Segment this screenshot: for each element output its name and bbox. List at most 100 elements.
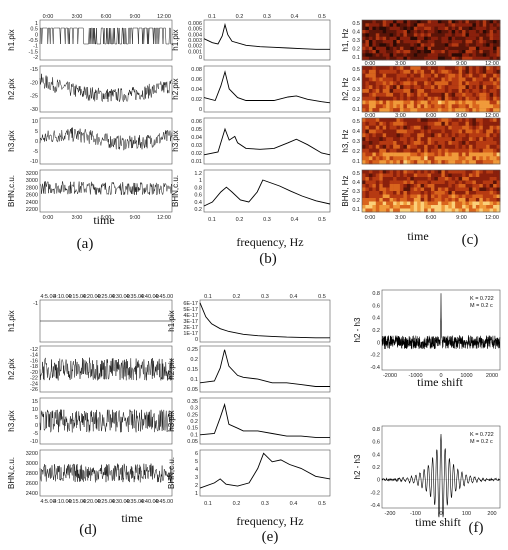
panel-c-row1-cell (496, 108, 501, 113)
panel-c-row2-cell (458, 121, 463, 126)
panel-c-row2-cell (472, 129, 477, 134)
panel-c-row2-cell (420, 141, 425, 146)
panel-c-row2-cell (417, 152, 421, 157)
panel-c-row3-cell (431, 177, 435, 181)
panel-d-row1-ytick: -20 (30, 370, 38, 376)
panel-c-row1-cell (399, 100, 404, 105)
panel-c-row0-cell (396, 23, 401, 27)
panel-c-row2-cell (417, 141, 421, 146)
panel-c-row0-cell (393, 33, 397, 37)
panel-c-row1-cell (482, 104, 487, 109)
panel-c-row2-cell (410, 160, 415, 165)
panel-c-row1-cell (389, 96, 394, 101)
panel-c-row1-cell (468, 89, 473, 94)
panel-c-row2-cell (496, 125, 501, 130)
panel-c-row3-cell (389, 184, 394, 188)
panel-c-row1-cell (444, 66, 449, 71)
panel-c-row0-cell (413, 56, 418, 61)
panel-c-row2-cell (462, 156, 466, 161)
panel-c-row1-cell (410, 89, 415, 94)
panel-c-row3-cell (393, 184, 397, 188)
panel-a-top-xtick: 6:00 (101, 14, 112, 20)
panel-c-row3-cell (482, 208, 487, 213)
panel-c-row2-cell (475, 148, 480, 153)
panel-c-row2-cell (496, 121, 501, 126)
panel-c-row0-cell (475, 33, 480, 37)
panel-c-row0-cell (417, 30, 421, 34)
panel-c-row1-cell (375, 96, 380, 101)
panel-c-row3-cell (468, 177, 473, 181)
panel-c-bottom-xtick: 3:00 (395, 215, 406, 221)
panel-e-row1-ytick: 0.1 (190, 377, 198, 383)
panel-e-bottom-xtick: 0.2 (233, 501, 241, 507)
panel-c-row1-cell (399, 81, 404, 86)
panel-c-row0-cell (496, 26, 501, 31)
panel-c-row2-cell (393, 133, 397, 138)
panel-c-row3-cell (403, 173, 408, 178)
panel-c-row2-cell (489, 148, 494, 153)
panel-c-row1-cell (475, 66, 480, 71)
panel-c-row3-cell (455, 191, 459, 195)
panel-e-top-xtick: 0.5 (318, 294, 326, 300)
panel-c-row2-cell (458, 144, 463, 149)
panel-c-row0-cell (462, 26, 466, 31)
panel-c-row0-cell (475, 23, 480, 27)
panel-c-row0-cell (368, 43, 373, 47)
panel-c-row2-cell (399, 156, 404, 161)
panel-c-row1-ytick: 0.5 (352, 67, 360, 73)
panel-c-row2-cell (437, 129, 442, 134)
panel-c-row2-cell (362, 148, 366, 153)
panel-c-row0-cell (403, 53, 408, 57)
panel-c-row2-cell (424, 156, 428, 161)
panel-c-row0-cell (413, 43, 418, 47)
panel-c-row0-cell (389, 20, 394, 24)
panel-c-row2-cell (448, 148, 453, 153)
panel-c-row3-cell (417, 191, 421, 195)
panel-e-row1-ytick: 0.05 (187, 387, 198, 393)
panel-c-row2-cell (410, 144, 415, 149)
panel-c-row1-cell (403, 89, 408, 94)
panel-c-row2-cell (375, 160, 380, 165)
panel-d-top-xtick: 4:40.00 (140, 294, 158, 300)
panel-c-row1-cell (493, 96, 497, 101)
panel-a-row2-ytick: 10 (32, 119, 38, 125)
panel-c-row1-cell (410, 77, 415, 82)
panel-c-row2-cell (486, 121, 490, 126)
panel-c-row1-cell (479, 69, 484, 74)
panel-c-row3-cell (368, 177, 373, 181)
panel-c-row0-cell (451, 26, 456, 31)
panel-c-row2-cell (393, 148, 397, 153)
panel-c-row0-cell (441, 30, 446, 34)
panel-c-row0-cell (496, 20, 501, 24)
panel-c-row1-cell (406, 69, 411, 74)
panel-c-row1-cell (365, 92, 370, 97)
panel-c-row0-cell (479, 43, 484, 47)
panel-c-row2-cell (417, 133, 421, 138)
panel-c-row1-cell (420, 96, 425, 101)
panel-c-row0-cell (451, 23, 456, 27)
panel-c-row2-cell (389, 144, 394, 149)
panel-c-row1-cell (362, 96, 366, 101)
panel-c-row0-cell (406, 53, 411, 57)
panel-c-row2-cell (444, 129, 449, 134)
panel-c-row0-cell (403, 26, 408, 31)
panel-c-row3-cell (410, 198, 415, 202)
panel-c-row1-cell (427, 69, 432, 74)
panel-c-row3-cell (389, 177, 394, 181)
panel-c-row3-cell (365, 201, 370, 206)
panel-c-row3-cell (399, 194, 404, 199)
panel-c-row0-cell (406, 46, 411, 51)
panel-c-row2-cell (365, 156, 370, 161)
panel-c-row1-cell (427, 66, 432, 71)
panel-c-row2-cell (427, 148, 432, 153)
panel-c-row1-cell (410, 69, 415, 74)
panel-e-row1-series (199, 349, 330, 387)
panel-c-row1-cell (465, 92, 470, 97)
panel-c-row2-cell (468, 121, 473, 126)
panel-c-row0-cell (424, 20, 428, 24)
panel-c-row0-cell (472, 43, 477, 47)
panel-c-row2-cell (382, 141, 387, 146)
frequency-label-e: frequency, Hz (236, 514, 303, 528)
panel-c-row0-cell (468, 40, 473, 44)
panel-c-row0-cell (417, 56, 421, 61)
